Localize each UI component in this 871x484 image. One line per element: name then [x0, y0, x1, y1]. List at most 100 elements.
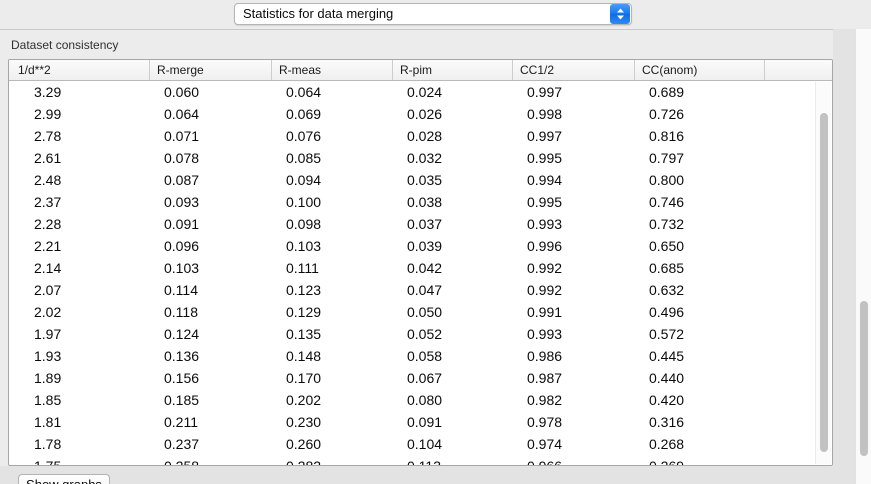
table-cell: 0.038	[407, 194, 443, 210]
table-row[interactable]: 2.37 0.093 0.100 0.038 0.995 0.746	[9, 191, 832, 213]
table-cell: 0.135	[286, 326, 322, 342]
table-row[interactable]: 2.99 0.064 0.069 0.026 0.998 0.726	[9, 103, 832, 125]
panel-vertical-scrollbar[interactable]	[855, 29, 871, 484]
panel-vertical-scrollbar-thumb[interactable]	[860, 301, 868, 456]
table-cell: 0.094	[286, 172, 322, 188]
table-row[interactable]: 1.85 0.185 0.202 0.080 0.982 0.420	[9, 389, 832, 411]
table-cell: 0.091	[164, 216, 200, 232]
table-cell: 0.726	[649, 106, 685, 122]
table-row[interactable]: 2.14 0.103 0.111 0.042 0.992 0.685	[9, 257, 832, 279]
table-cell: 0.118	[164, 304, 198, 320]
table-cell: 0.039	[407, 238, 443, 254]
table-cell: 0.052	[407, 326, 443, 342]
table-cell: 0.123	[286, 282, 322, 298]
table-row[interactable]: 2.21 0.096 0.103 0.039 0.996 0.650	[9, 235, 832, 257]
table-cell: 0.268	[649, 436, 685, 452]
table-cell: 0.037	[407, 216, 443, 232]
table-cell: 0.797	[649, 150, 685, 166]
table-cell: 0.982	[527, 392, 563, 408]
table-cell: 0.114	[164, 282, 198, 298]
column-header-cc-half[interactable]: CC1/2	[512, 60, 634, 80]
table-cell: 0.078	[164, 150, 200, 166]
table-cell: 0.098	[286, 216, 322, 232]
column-header-blank[interactable]	[764, 60, 817, 80]
table-cell: 0.069	[286, 106, 322, 122]
table-cell: 0.060	[164, 84, 200, 100]
section-title: Dataset consistency	[11, 38, 119, 52]
table-cell: 3.29	[34, 84, 62, 100]
show-graphs-button[interactable]: Show graphs	[18, 474, 110, 484]
column-header-r-meas[interactable]: R-meas	[271, 60, 392, 80]
table-cell: 2.48	[34, 172, 62, 188]
table-cell: 0.992	[527, 260, 563, 276]
table-cell: 2.02	[34, 304, 62, 320]
table-cell: 0.572	[649, 326, 685, 342]
table-cell: 0.032	[407, 150, 443, 166]
table-cell: 1.75	[19, 455, 149, 465]
table-row[interactable]: 2.07 0.114 0.123 0.047 0.992 0.632	[9, 279, 832, 301]
column-header-cc-anom[interactable]: CC(anom)	[634, 60, 764, 80]
table-cell: 0.685	[649, 260, 685, 276]
table-row[interactable]: 2.61 0.078 0.085 0.032 0.995 0.797	[9, 147, 832, 169]
table-cell: 0.071	[164, 128, 200, 144]
table-cell: 0.103	[164, 260, 200, 276]
table-cell: 0.993	[527, 326, 563, 342]
toolbar: Statistics for data merging	[0, 0, 871, 30]
table-row[interactable]: 2.78 0.071 0.076 0.028 0.997 0.816	[9, 125, 832, 147]
table-cell: 0.816	[649, 128, 685, 144]
table-header-row: 1/d**2 R-merge R-meas R-pim CC1/2 CC(ano…	[9, 60, 832, 81]
table-cell: 2.37	[34, 194, 62, 210]
table-row[interactable]: 1.78 0.237 0.260 0.104 0.974 0.268	[9, 433, 832, 455]
table-row[interactable]: 2.02 0.118 0.129 0.050 0.991 0.496	[9, 301, 832, 323]
table-cell: 1.93	[34, 348, 62, 364]
table-cell: 0.445	[649, 348, 685, 364]
table-row[interactable]: 2.28 0.091 0.098 0.037 0.993 0.732	[9, 213, 832, 235]
chevron-up-down-icon[interactable]	[610, 4, 630, 24]
table-cell: 0.211	[164, 414, 198, 430]
table-cell: 0.064	[286, 84, 322, 100]
table-row[interactable]: 1.750.2580.2820.1130.9660.269	[9, 455, 832, 465]
table-cell: 1.89	[34, 370, 62, 386]
table-vertical-scrollbar-thumb[interactable]	[820, 113, 828, 452]
table-vertical-scrollbar[interactable]	[815, 82, 831, 464]
panel-gutter	[833, 29, 856, 484]
table-body[interactable]: 3.29 0.060 0.064 0.024 0.997 0.689 2.99 0.064 0.…	[9, 81, 832, 465]
table-row[interactable]: 1.81 0.211 0.230 0.091 0.978 0.316	[9, 411, 832, 433]
table-cell: 0.991	[527, 304, 563, 320]
table-cell: 0.316	[649, 414, 685, 430]
table-cell: 0.996	[527, 238, 563, 254]
table-cell: 0.111	[286, 260, 319, 276]
table-cell: 0.237	[164, 436, 200, 452]
table-cell: 0.994	[527, 172, 563, 188]
column-header-r-merge[interactable]: R-merge	[149, 60, 271, 80]
statistics-view-selector[interactable]: Statistics for data merging	[234, 3, 632, 25]
table-row[interactable]: 2.48 0.087 0.094 0.035 0.994 0.800	[9, 169, 832, 191]
table-cell: 0.992	[527, 282, 563, 298]
table-cell: 0.047	[407, 282, 443, 298]
table-cell: 0.420	[649, 392, 685, 408]
table-cell: 1.81	[34, 414, 62, 430]
table-cell: 0.746	[649, 194, 685, 210]
table-cell: 0.124	[164, 326, 200, 342]
table-cell: 0.995	[527, 150, 563, 166]
column-header-r-pim[interactable]: R-pim	[392, 60, 512, 80]
table-cell: 2.78	[34, 128, 62, 144]
table-cell: 0.202	[286, 392, 322, 408]
table-cell: 1.97	[34, 326, 62, 342]
table-cell: 0.136	[164, 348, 200, 364]
table-row[interactable]: 1.93 0.136 0.148 0.058 0.986 0.445	[9, 345, 832, 367]
table-cell: 0.732	[649, 216, 685, 232]
table-row[interactable]: 3.29 0.060 0.064 0.024 0.997 0.689	[9, 81, 832, 103]
table-cell: 0.974	[527, 436, 563, 452]
table-row[interactable]: 1.97 0.124 0.135 0.052 0.993 0.572	[9, 323, 832, 345]
table-row[interactable]: 1.89 0.156 0.170 0.067 0.987 0.440	[9, 367, 832, 389]
table-cell: 0.966	[512, 455, 634, 465]
table-cell: 2.99	[34, 106, 62, 122]
table-cell: 0.987	[527, 370, 563, 386]
table-cell: 0.997	[527, 128, 563, 144]
table-cell: 0.282	[271, 455, 392, 465]
table-cell: 0.024	[407, 84, 443, 100]
column-header-1-d2[interactable]: 1/d**2	[18, 63, 51, 77]
table-cell: 0.093	[164, 194, 200, 210]
table-cell: 0.978	[527, 414, 563, 430]
